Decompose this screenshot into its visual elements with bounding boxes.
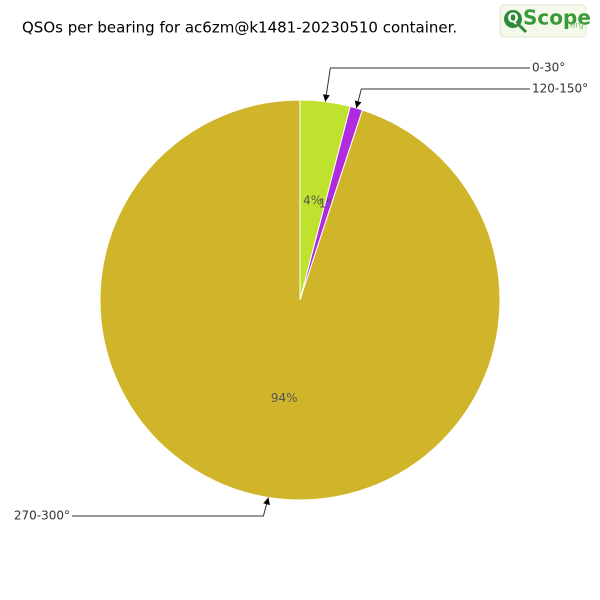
callout-line [322,67,530,102]
logo-icon [504,10,522,28]
pie-slice [99,99,501,501]
chart-title: QSOs per bearing for ac6zm@k1481-2023051… [22,19,457,37]
slice-label: 0-30° [532,61,565,75]
logo-handle [517,23,528,34]
slice-label: 120-150° [532,82,588,96]
logo-suffix: .org [568,21,584,30]
logo-name: Scope [523,6,591,30]
logo-letter: Q [507,12,518,27]
callout-line [72,497,270,517]
slice-label: 270-300° [14,509,70,523]
callout-line [354,88,530,109]
logo: Q Scope .org [499,4,591,38]
slice-percent: 94% [271,391,298,405]
slice-percent: 4% [303,193,322,207]
